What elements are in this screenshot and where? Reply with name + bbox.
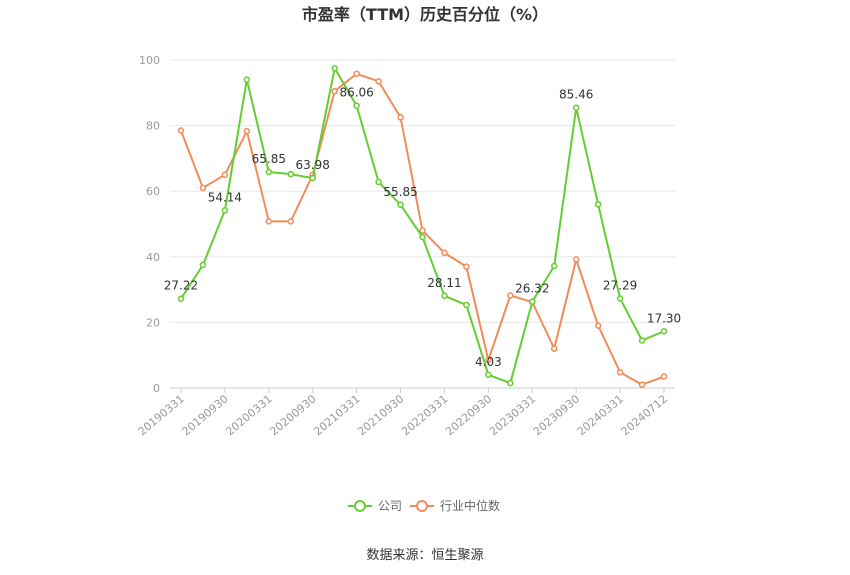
legend-marker-1 [416,500,428,512]
data-point [441,292,448,300]
data-label: 27.29 [603,278,637,292]
data-point [616,369,624,376]
data-point [441,249,448,257]
data-point [660,328,668,335]
x-tick-label: 20200331 [223,392,274,438]
data-point [594,201,602,208]
x-tick-label: 20210331 [311,392,362,438]
x-tick-label: 20220331 [399,392,450,438]
data-point [265,168,273,176]
data-point [265,218,273,225]
data-point [572,104,580,111]
data-point [638,337,646,344]
data-point [375,78,382,85]
data-point [243,76,251,83]
data-label: 28.11 [427,276,461,290]
y-tick-label: 20 [146,316,160,329]
series-layer [177,64,668,388]
data-point [507,379,514,387]
data-point [331,87,338,95]
data-point [507,292,514,299]
legend-marker-0 [354,500,366,512]
data-label: 26.32 [515,282,549,296]
data-point [419,233,426,241]
data-point [199,261,207,269]
data-label: 55.85 [383,185,417,199]
data-point [243,127,251,135]
data-label: 86.06 [339,86,373,100]
x-tick-label: 20240712 [619,392,670,438]
x-tick-label: 20190331 [136,392,187,438]
x-tick-label: 20240331 [575,392,626,438]
data-point [419,227,426,234]
x-tick-label: 20220930 [443,392,494,438]
grid [170,59,675,323]
x-axis: 2019033120190930202003312020093020210331… [136,387,675,438]
data-point [221,207,229,214]
x-tick-label: 20200930 [267,392,318,438]
legend[interactable]: 公司 行业中位数 [348,498,500,513]
y-tick-label: 40 [146,251,160,264]
data-point [331,64,338,72]
data-labels: 27.22 54.14 65.85 63.98 86.06 55.85 28.11 4.03 2… [164,86,681,369]
data-point [177,295,185,302]
data-point [550,345,558,352]
x-tick-label: 20190930 [180,392,231,438]
x-tick-label: 20210930 [355,392,406,438]
data-point [463,263,470,270]
data-point [287,218,295,225]
data-point [309,174,316,182]
y-tick-label: 100 [139,54,160,67]
y-tick-label: 80 [146,120,160,133]
data-label: 63.98 [296,158,330,172]
data-point [594,322,602,329]
data-point [375,178,382,186]
legend-label-0: 公司 [378,499,402,513]
data-point [638,381,646,388]
data-point [616,295,624,302]
data-point [485,356,492,364]
data-point [287,170,295,178]
data-point [221,171,229,179]
data-point [550,262,558,270]
data-label: 65.85 [252,152,286,166]
chart-title: 市盈率（TTM）历史百分位（%） [302,5,548,24]
y-tick-label: 0 [153,382,160,395]
x-tick-label: 20230930 [531,392,582,438]
data-point [397,201,404,209]
data-label: 54.14 [208,190,242,204]
data-point [485,371,492,379]
data-point [353,102,360,109]
data-point [397,114,404,121]
data-point [572,256,580,263]
data-point [353,70,360,78]
data-label: 17.30 [647,311,681,325]
y-tick-label: 60 [146,185,160,198]
data-point [199,184,207,192]
data-label: 85.46 [559,88,593,102]
data-point [177,127,185,134]
data-point [463,301,470,309]
data-point [529,298,536,305]
data-label: 27.22 [164,279,198,293]
legend-label-1: 行业中位数 [440,498,500,513]
data-point [660,373,668,380]
data-label: 4.03 [475,355,502,369]
x-tick-label: 20230331 [487,392,538,438]
source-note: 数据来源：恒生聚源 [366,548,483,563]
y-axis: 0 20 40 60 80 100 [139,54,160,395]
